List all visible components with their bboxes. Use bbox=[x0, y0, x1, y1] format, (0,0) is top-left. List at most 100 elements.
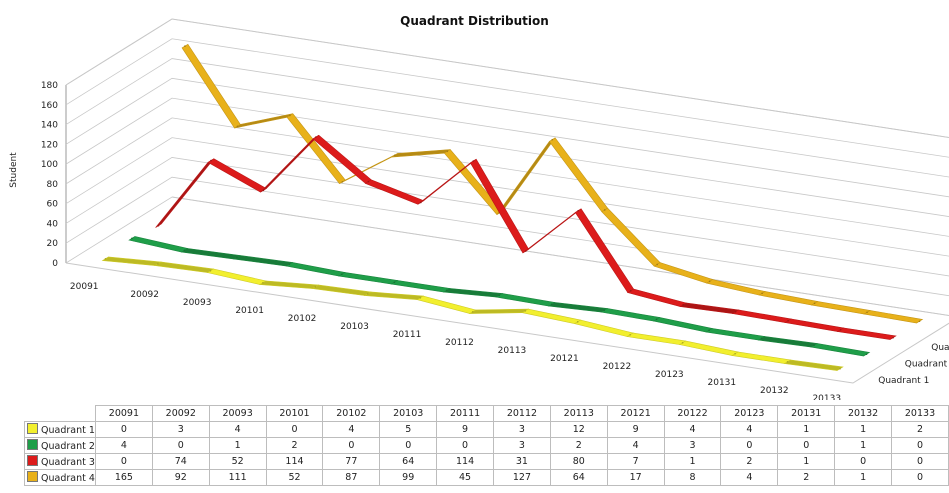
table-column-header: 20112 bbox=[493, 405, 551, 422]
table-cell: 12 bbox=[549, 421, 608, 438]
y-tick-label: 0 bbox=[52, 259, 58, 269]
ribbon-segment bbox=[233, 255, 294, 267]
data-point bbox=[682, 303, 684, 306]
series-quadrant-1 bbox=[101, 256, 844, 371]
table-cell: 0 bbox=[891, 469, 949, 486]
table-cell: 4 bbox=[606, 437, 665, 454]
table-column-header: 20093 bbox=[208, 405, 267, 422]
table-cell: 3 bbox=[663, 437, 722, 454]
data-point bbox=[655, 318, 658, 321]
table-cell: 17 bbox=[606, 469, 665, 486]
data-point bbox=[734, 352, 736, 355]
data-point bbox=[761, 292, 763, 295]
table-cell: 0 bbox=[379, 437, 438, 454]
gridline bbox=[65, 97, 949, 217]
data-point bbox=[813, 302, 816, 305]
x-tick-label: 20091 bbox=[70, 282, 99, 292]
ribbon-segment bbox=[234, 113, 293, 129]
ribbon-segment bbox=[442, 288, 504, 298]
data-point bbox=[550, 303, 553, 306]
y-axis-label: Student bbox=[9, 152, 19, 188]
table-cell: 111 bbox=[208, 469, 267, 486]
table-row-header: Quadrant 2 bbox=[24, 437, 96, 454]
table-column-header: 20131 bbox=[777, 405, 836, 422]
gridline bbox=[65, 117, 949, 237]
data-point bbox=[577, 209, 580, 212]
data-point bbox=[918, 320, 921, 323]
table-cell: 2 bbox=[265, 437, 324, 454]
data-point bbox=[236, 125, 239, 128]
ribbon-segment bbox=[181, 43, 241, 129]
series-depth-label: Quadrant 1 bbox=[878, 376, 929, 386]
series-depth-label: Quadrant 3 bbox=[931, 343, 949, 353]
table-cell: 4 bbox=[720, 421, 779, 438]
data-point bbox=[419, 297, 422, 299]
data-point bbox=[839, 367, 841, 370]
table-cell: 0 bbox=[94, 453, 153, 470]
ribbon-segment bbox=[206, 268, 267, 285]
ribbon-segment bbox=[758, 291, 819, 306]
ribbon-segment bbox=[810, 343, 871, 357]
table-cell: 4 bbox=[663, 421, 722, 438]
ribbon-segment bbox=[548, 137, 609, 213]
data-point bbox=[341, 273, 343, 276]
table-cell: 4 bbox=[720, 469, 779, 486]
data-point bbox=[446, 150, 449, 153]
table-cell: 2 bbox=[549, 437, 608, 454]
data-point bbox=[576, 321, 579, 323]
chart-title: Quadrant Distribution bbox=[400, 14, 549, 28]
y-tick-label: 160 bbox=[41, 101, 58, 111]
y-tick-label: 120 bbox=[41, 140, 58, 150]
table-cell: 1 bbox=[663, 453, 722, 470]
ribbon-segment bbox=[128, 236, 189, 253]
data-point bbox=[314, 285, 317, 288]
data-point bbox=[629, 290, 632, 292]
ribbon-segment bbox=[311, 284, 372, 296]
ribbon-segment bbox=[783, 359, 844, 371]
y-tick-label: 40 bbox=[47, 219, 59, 229]
floor-outline bbox=[65, 262, 949, 384]
table-cell: 4 bbox=[208, 421, 267, 438]
ribbon-segment bbox=[443, 149, 504, 215]
table-cell: 114 bbox=[265, 453, 324, 470]
table-cell: 64 bbox=[379, 453, 438, 470]
table-cell: 1 bbox=[777, 453, 836, 470]
table-column-header: 20122 bbox=[663, 405, 722, 422]
table-row: Quadrant 3 0 74 52 114 77 64 114 31 80 7 1 2 1 0 0 bbox=[24, 453, 949, 470]
x-tick-label: 20101 bbox=[235, 306, 264, 316]
x-tick-label: 20112 bbox=[445, 338, 474, 348]
data-point bbox=[157, 224, 160, 227]
series-name: Quadrant 3 bbox=[41, 457, 95, 468]
ribbon-segment bbox=[653, 262, 714, 284]
y-tick-label: 140 bbox=[41, 121, 58, 131]
table-cell: 2 bbox=[891, 421, 949, 438]
gridline bbox=[65, 77, 949, 198]
data-point bbox=[787, 319, 789, 322]
ribbon-segment bbox=[338, 272, 399, 285]
table-column-header: 20103 bbox=[379, 405, 438, 422]
ribbon-segment bbox=[547, 302, 608, 313]
table-cell: 64 bbox=[549, 469, 608, 486]
table-column-header: 20091 bbox=[94, 405, 153, 422]
x-tick-label: 20131 bbox=[708, 378, 737, 388]
x-tick-label: 20103 bbox=[340, 322, 369, 332]
data-point bbox=[813, 344, 815, 347]
table-cell: 0 bbox=[720, 437, 779, 454]
x-tick-label: 20092 bbox=[130, 290, 159, 300]
table-cell: 165 bbox=[94, 469, 153, 486]
table-cell: 80 bbox=[549, 453, 608, 470]
data-point bbox=[656, 263, 658, 266]
data-point bbox=[472, 160, 475, 162]
ribbon-segment bbox=[757, 336, 818, 348]
gridline bbox=[65, 157, 949, 277]
data-point bbox=[551, 138, 554, 141]
table-column-header: 20132 bbox=[834, 405, 893, 422]
table-cell: 0 bbox=[436, 437, 494, 454]
table-row-header: Quadrant 1 bbox=[24, 421, 96, 438]
table-column-header: 20121 bbox=[606, 405, 665, 422]
data-point bbox=[288, 263, 291, 266]
ribbon-segment bbox=[260, 134, 320, 193]
data-point bbox=[394, 154, 396, 157]
table-cell: 52 bbox=[208, 453, 267, 470]
data-point bbox=[524, 310, 527, 312]
